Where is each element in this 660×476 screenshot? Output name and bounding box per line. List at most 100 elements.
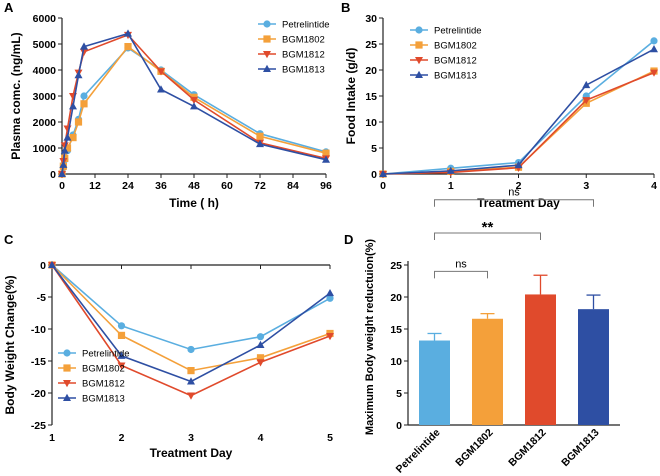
legend-marker-bgm1802 (263, 35, 271, 43)
series-bgm1802 (58, 43, 330, 178)
bracket-line (434, 270, 488, 279)
series-petrelintide (48, 261, 334, 354)
y-tick-label: 0 (371, 169, 377, 181)
data-point-bgm1802 (322, 149, 330, 157)
legend: Petrelintide BGM1802 BGM1812 BGM1813 (58, 349, 130, 405)
data-point-bgm1813 (117, 351, 126, 359)
legend-marker-petrelintide (263, 20, 271, 28)
legend-label-bgm1813: BGM1813 (82, 394, 125, 405)
data-point-bgm1802 (80, 100, 88, 108)
series-line-bgm1802 (382, 70, 655, 175)
data-point-bgm1812 (187, 392, 195, 400)
legend-marker-bgm1812 (63, 380, 71, 388)
data-point-petrelintide (326, 294, 334, 302)
x-tick-label: 4 (258, 432, 264, 444)
legend-marker-bgm1802 (415, 41, 423, 49)
x-tick-label: 3 (188, 432, 194, 444)
y-tick-label: 20 (365, 65, 377, 77)
data-point-petrelintide (117, 322, 126, 330)
x-tick-label: 2 (516, 180, 522, 192)
y-tick-label: 0 (396, 420, 402, 432)
legend-marker-bgm1802 (63, 364, 71, 372)
data-point-bgm1813 (187, 377, 195, 385)
x-tick-label: 72 (254, 180, 266, 192)
panel-letter: D (344, 232, 353, 247)
data-point-bgm1813 (74, 71, 83, 79)
series-bgm1813 (379, 45, 658, 177)
y-tick-label: 5 (371, 143, 377, 155)
y-tick-label: -10 (31, 324, 46, 336)
y-axis-title: Plasma comc. (ng/mL) (9, 32, 23, 159)
x-tick-label: 24 (122, 180, 134, 192)
y-tick-label: 3000 (33, 91, 57, 103)
series-bgm1812 (48, 262, 334, 400)
y-tick-label: 5000 (33, 39, 57, 51)
legend: Petrelintide BGM1802 BGM1812 BGM1813 (410, 26, 482, 82)
y-tick-label: 1000 (33, 143, 57, 155)
data-point-bgm1812 (157, 68, 165, 76)
panel-letter: A (4, 0, 14, 15)
panel-letter: B (341, 0, 350, 15)
y-tick-label: 10 (390, 356, 402, 368)
legend-marker-bgm1813 (63, 393, 71, 401)
legend-label-bgm1802: BGM1802 (82, 364, 125, 375)
data-point-bgm1813 (256, 139, 264, 148)
legend-marker-petrelintide (415, 26, 423, 34)
y-tick-label: 20 (390, 292, 402, 304)
panel-a: A 0 1000 2000 3000 4000 5000 6000 0 12 24 36 48 60 72 8… (4, 0, 332, 210)
data-point-bgm1812 (650, 69, 658, 77)
bar-petrelintide (419, 340, 450, 425)
y-tick-label: 25 (365, 39, 377, 51)
data-point-bgm1813 (446, 166, 455, 174)
x-tick-label: 3 (583, 180, 589, 192)
data-point-bgm1802 (74, 118, 83, 126)
data-point-petrelintide (650, 37, 658, 45)
x-tick-label: 2 (119, 432, 125, 444)
series-bgm1813 (48, 260, 334, 385)
x-tick-label: 96 (320, 180, 332, 192)
x-tick-label: Petrelintide (394, 427, 443, 476)
y-tick-label: 15 (365, 91, 377, 103)
legend-marker-petrelintide (63, 349, 71, 357)
x-tick-label: 0 (59, 180, 65, 192)
y-tick-label: 0 (50, 169, 56, 181)
y-axis-title: Maximum Body weight reductuion(%) (364, 239, 376, 436)
legend-marker-bgm1812 (415, 57, 423, 65)
data-point-bgm1802 (117, 331, 126, 339)
y-tick-label: 15 (390, 324, 402, 336)
y-axis-title: Food Intake (g/d) (344, 48, 358, 145)
data-point-bgm1813 (514, 160, 523, 169)
legend-label-petrelintide: Petrelintide (282, 20, 330, 31)
significance-label: ns (508, 187, 520, 199)
y-tick-label: 0 (40, 260, 46, 272)
data-point-bgm1802 (187, 367, 195, 375)
series-line-petrelintide (382, 40, 655, 175)
legend-label-bgm1812: BGM1812 (282, 50, 325, 61)
series-bgm1813 (58, 29, 330, 177)
data-point-bgm1813 (58, 169, 66, 177)
x-tick-label: 12 (89, 180, 101, 192)
legend-marker-bgm1813 (415, 70, 423, 78)
y-tick-label: 2000 (33, 117, 57, 129)
x-tick-label: BGM1802 (453, 427, 495, 469)
panel-c: C 0 -5 -10 -15 -20 -251 2 3 4 5 Treatment Day Body W… (3, 232, 334, 460)
y-tick-label: -20 (31, 388, 46, 400)
x-tick-label: 60 (221, 180, 233, 192)
significance-label: ns (455, 258, 467, 270)
data-point-bgm1813 (59, 160, 68, 168)
data-point-bgm1802 (124, 43, 132, 51)
x-tick-label: 4 (651, 180, 657, 192)
x-tick-label: 1 (49, 432, 55, 444)
series-line-bgm1812 (51, 264, 331, 397)
legend-marker-bgm1812 (263, 51, 271, 59)
x-tick-label: 1 (448, 180, 454, 192)
legend-label-bgm1812: BGM1812 (82, 379, 125, 390)
data-point-bgm1813 (60, 146, 69, 154)
series-line-bgm1812 (382, 71, 655, 175)
y-tick-label: -5 (37, 292, 46, 304)
data-point-bgm1812 (582, 97, 591, 105)
data-point-bgm1813 (582, 80, 591, 89)
significance-label: ** (482, 219, 494, 236)
y-tick-label: 10 (365, 117, 377, 129)
